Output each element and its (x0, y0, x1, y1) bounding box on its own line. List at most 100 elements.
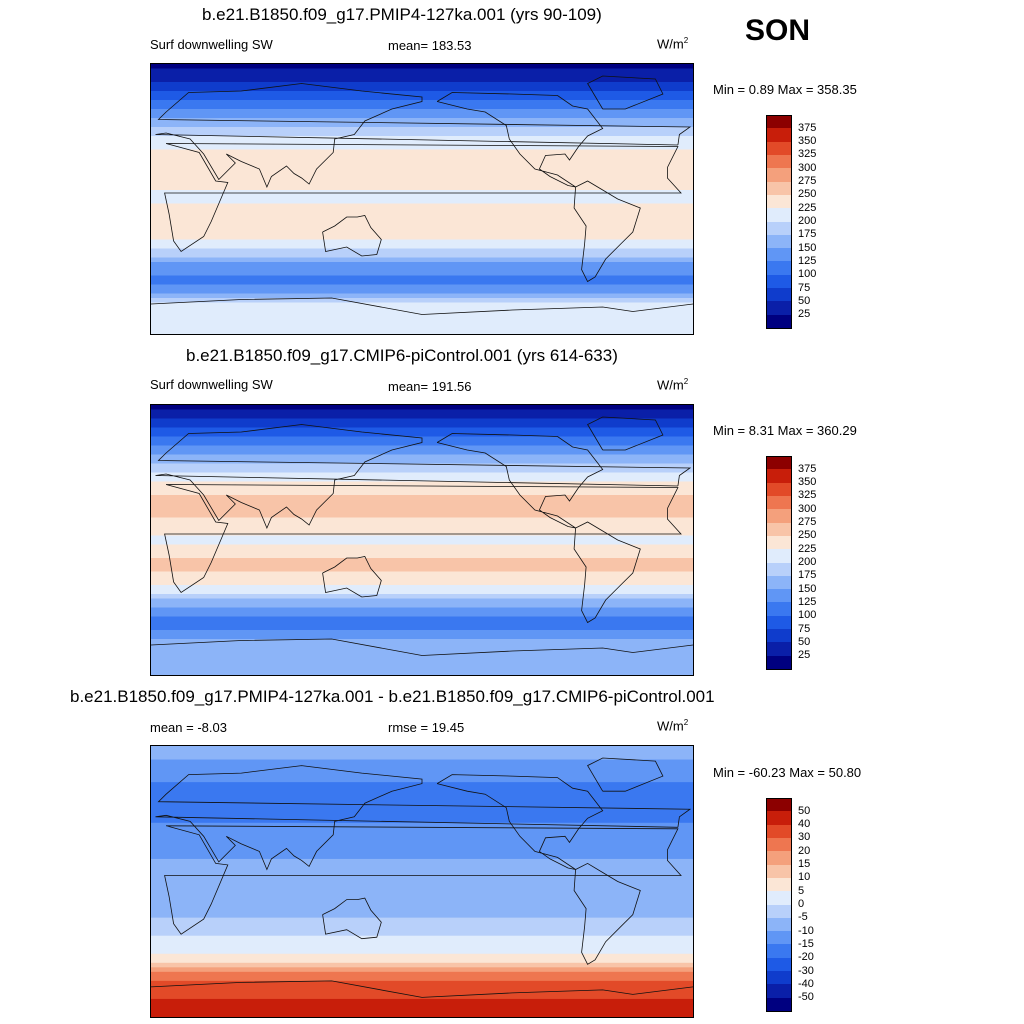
colorbar-tick-label: 200 (798, 556, 817, 568)
colorbar-tick-label: 375 (798, 462, 817, 475)
latitude-band (151, 504, 693, 510)
latitude-band (151, 490, 693, 496)
latitude-band (151, 895, 693, 901)
coastline (151, 980, 693, 998)
colorbar-tick-label: 100 (798, 609, 817, 622)
latitude-band (151, 235, 693, 241)
latitude-band (151, 652, 693, 658)
latitude-band (151, 176, 693, 182)
colorbar-swatch (766, 456, 792, 471)
colorbar-tick-label: 25 (798, 649, 811, 662)
latitude-band (151, 553, 693, 559)
latitude-band (151, 657, 693, 663)
latitude-band (151, 140, 693, 146)
colorbar-swatch (766, 248, 792, 262)
latitude-band (151, 68, 693, 74)
latitude-band (151, 836, 693, 842)
latitude-band (151, 967, 693, 973)
latitude-band (151, 643, 693, 649)
latitude-band (151, 962, 693, 968)
panel-2-title: b.e21.B1850.f09_g17.CMIP6-piControl.001 … (186, 346, 618, 365)
latitude-band (151, 127, 693, 133)
colorbar-swatch (766, 482, 792, 497)
colorbar-tick-label: 25 (798, 308, 811, 321)
latitude-band (151, 567, 693, 573)
latitude-band (151, 73, 693, 79)
colorbar-tick-label: -15 (798, 937, 814, 950)
latitude-band (151, 612, 693, 618)
coastline (573, 521, 641, 624)
latitude-band (151, 91, 693, 97)
colorbar-swatch (766, 877, 792, 892)
coastline (436, 433, 604, 529)
latitude-band (151, 989, 693, 996)
latitude-band (151, 271, 693, 277)
panel-2-map (150, 404, 694, 676)
latitude-band (151, 221, 693, 227)
colorbar-tick-label: 125 (798, 595, 817, 608)
latitude-band (151, 804, 693, 810)
latitude-band (151, 472, 693, 478)
colorbar-tick-label: 150 (798, 241, 817, 254)
latitude-band (151, 625, 693, 631)
colorbar-tick-label: 300 (798, 502, 817, 515)
panel-2-mean-label: mean= 191.56 (388, 379, 472, 394)
colorbar-swatch (766, 181, 792, 196)
colorbar-swatch (766, 931, 792, 945)
latitude-band (151, 594, 693, 600)
panel-3-rmse-label: rmse = 19.45 (388, 720, 465, 735)
latitude-band (151, 589, 693, 595)
colorbar-tick-label: 15 (798, 858, 811, 871)
colorbar-tick-label: 75 (798, 622, 811, 635)
latitude-band (151, 459, 693, 465)
latitude-band (151, 329, 693, 334)
latitude-band (151, 481, 693, 487)
coastline (587, 75, 664, 110)
latitude-band (151, 831, 693, 837)
panel-1-minmax: Min = 0.89 Max = 358.35 (713, 82, 857, 97)
colorbar-swatch (766, 629, 792, 643)
colorbar-swatch (766, 168, 792, 182)
latitude-band (151, 998, 693, 1005)
colorbar-swatch (766, 141, 792, 156)
colorbar-tick-label: 200 (798, 215, 817, 227)
latitude-band (151, 1012, 693, 1017)
latitude-band (151, 876, 693, 883)
latitude-band (151, 163, 693, 169)
colorbar-swatch (766, 154, 792, 169)
latitude-band (151, 284, 693, 290)
colorbar-swatch (766, 562, 792, 577)
latitude-band (151, 630, 693, 636)
latitude-band (151, 118, 693, 124)
latitude-band (151, 795, 693, 801)
latitude-band (151, 167, 693, 173)
colorbar-tick-label: -30 (798, 964, 814, 977)
latitude-band (151, 432, 693, 438)
latitude-band (151, 172, 693, 178)
latitude-band (151, 980, 693, 986)
panel-2-colorbar: 375 350 325 300 275 250 225 200 175 150 125 100 75 50… (766, 456, 826, 671)
latitude-band (151, 917, 693, 923)
latitude-band (151, 253, 693, 259)
panel-1-map (150, 63, 694, 335)
latitude-band (151, 468, 693, 474)
colorbar-tick-label: 275 (798, 516, 817, 529)
latitude-band (151, 526, 693, 532)
latitude-band (151, 212, 693, 218)
latitude-band (151, 113, 693, 119)
latitude-band (151, 958, 693, 964)
panel-3-mean-label: mean = -8.03 (150, 720, 227, 735)
latitude-band (151, 827, 693, 833)
colorbar-tick-label: 150 (798, 582, 817, 595)
colorbar-tick-label: 125 (798, 254, 817, 267)
panel-3-units: W/m2 (657, 718, 689, 734)
latitude-band (151, 764, 693, 770)
latitude-band (151, 454, 693, 460)
latitude-band (151, 463, 693, 469)
latitude-band (151, 77, 693, 83)
colorbar-swatch (766, 301, 792, 315)
colorbar-swatch (766, 495, 792, 510)
colorbar-tick-label: 350 (798, 135, 817, 148)
latitude-band (151, 786, 693, 792)
panel-1-title: b.e21.B1850.f09_g17.PMIP4-127ka.001 (yrs… (202, 5, 602, 24)
